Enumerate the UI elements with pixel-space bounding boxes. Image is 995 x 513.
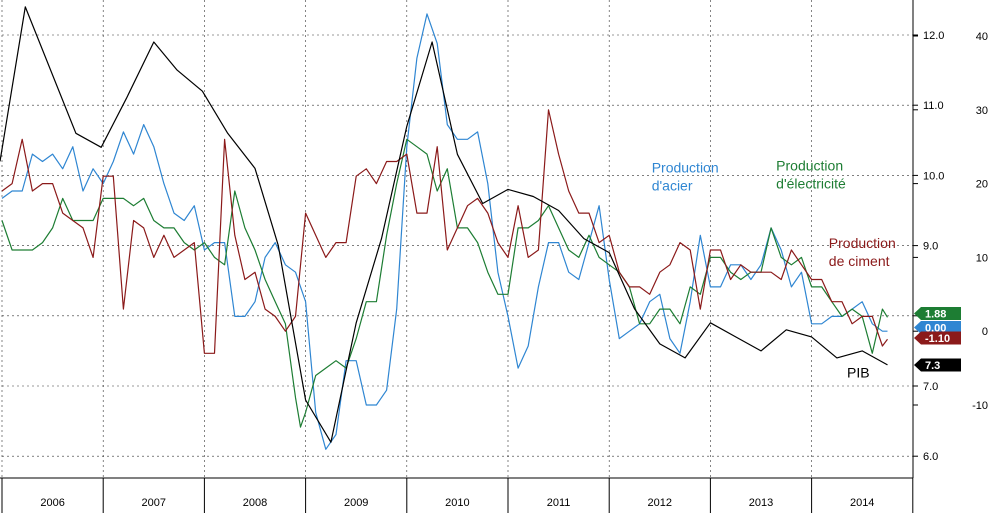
tag-shape: [914, 331, 961, 345]
tag-label: 1.88: [925, 309, 946, 321]
right-axis-tick-label: 30: [976, 105, 988, 117]
x-tick-label-2012: 2012: [648, 497, 672, 509]
x-tick-label-2007: 2007: [142, 497, 166, 509]
right-axis-tick-label: 40: [976, 31, 988, 43]
series-line-production-d-acier: [1, 13, 888, 450]
right-axis-tick-label: -10: [972, 400, 988, 412]
left-axis-tick-label: 9.0: [923, 241, 938, 253]
right-axis-tick-label: 20: [976, 179, 988, 191]
series-line-pib: [0, 6, 888, 443]
annotation-production-de-ciment: Production de ciment: [829, 235, 896, 269]
grid: [1, 0, 914, 478]
x-tick-label-2011: 2011: [547, 497, 571, 509]
annotation-line: Production: [829, 235, 896, 251]
x-tick-label-2009: 2009: [344, 497, 368, 509]
left-axis-tick-label: 7.0: [923, 381, 938, 393]
annotation-line: d'électricité: [776, 175, 846, 191]
tag-label: -1.10: [925, 333, 950, 345]
last-value-tag: -1.10: [914, 331, 961, 345]
right-axis-tick-label: 10: [976, 252, 988, 264]
last-value-tag: 1.88: [914, 307, 961, 321]
right-axis-tick-label: 0: [982, 326, 988, 338]
annotation-production-d-acier: Production d'acier: [652, 160, 719, 194]
left-axis-tick-label: 12.0: [923, 30, 944, 42]
annotation-line: de ciment: [829, 253, 890, 269]
left-axis-tick-label: 6.0: [923, 451, 938, 463]
tag-shape: [914, 321, 961, 334]
series-line-production-de-ciment: [1, 109, 888, 354]
tag-shape: [914, 307, 961, 320]
annotation-line: Production: [776, 157, 843, 173]
last-value-tag: 7.3: [914, 358, 961, 372]
left-axis-tick-label: 10.0: [923, 170, 944, 182]
tag-label: 7.3: [925, 360, 940, 372]
series-line-production-d-lectricit: [1, 138, 889, 428]
annotation-line: d'acier: [652, 178, 693, 194]
x-tick-label-2014: 2014: [850, 497, 874, 509]
left-axis-tick-label: 11.0: [923, 100, 944, 112]
annotation-line: PIB: [847, 365, 870, 381]
x-tick-label-2013: 2013: [749, 497, 773, 509]
x-tick-label-2006: 2006: [40, 497, 64, 509]
tag-shape: [914, 358, 961, 372]
x-tick-label-2010: 2010: [445, 497, 469, 509]
x-tick-label-2008: 2008: [243, 497, 267, 509]
annotation-line: Production: [652, 160, 719, 176]
annotation-production-d-lectricit: Production d'électricité: [776, 157, 846, 191]
annotation-pib: PIB: [847, 365, 870, 381]
